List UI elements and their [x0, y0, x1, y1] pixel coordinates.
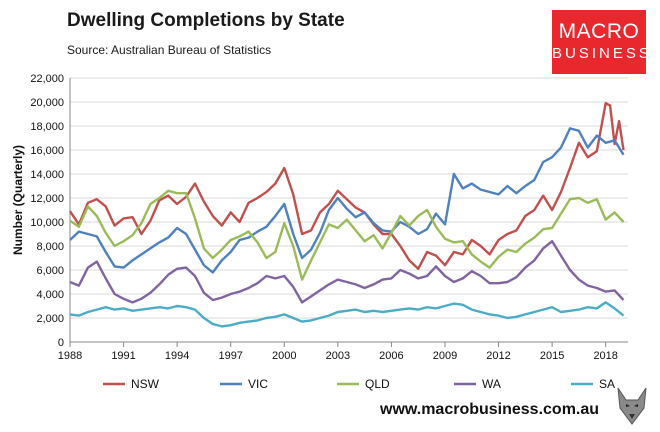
y-tick-label: 12,000: [30, 193, 64, 205]
series-line-qld: [69, 189, 625, 281]
y-tick-label: 2,000: [36, 313, 64, 325]
x-tick-label: 2003: [326, 350, 350, 362]
y-axis: 0 2,000 4,000 6,000 8,000 10,000 12,000 14,000 1…: [30, 73, 71, 349]
y-tick-label: 14,000: [30, 169, 64, 181]
macrobusiness-logo[interactable]: MACRO BUSINESS: [552, 10, 652, 74]
series-line-sa: [69, 301, 625, 328]
x-tick-label: 1991: [111, 350, 135, 362]
y-tick-label: 22,000: [30, 73, 64, 85]
y-tick-label: 0: [58, 337, 64, 349]
x-tick-label: 2015: [540, 350, 564, 362]
x-tick-label: 2000: [272, 350, 296, 362]
legend-label-nsw: NSW: [131, 377, 160, 391]
y-tick-label: 16,000: [30, 145, 64, 157]
legend-label-sa: SA: [599, 377, 615, 391]
logo-line-2: BUSINESS: [552, 45, 652, 62]
wolf-logo-icon: [617, 387, 647, 425]
x-tick-label: 1994: [165, 350, 189, 362]
y-axis-label: Number (Quarterly): [11, 145, 25, 255]
x-tick-label: 2009: [433, 350, 457, 362]
series-line-nsw: [69, 102, 625, 270]
legend-label-vic: VIC: [248, 377, 268, 391]
logo-line-1: MACRO: [558, 20, 640, 43]
chart-title: Dwelling Completions by State: [67, 10, 345, 31]
x-tick-label: 1997: [218, 350, 242, 362]
series-lines: [69, 102, 625, 328]
x-tick-label: 2012: [486, 350, 510, 362]
legend: NSW VIC QLD WA SA: [103, 377, 615, 391]
y-tick-label: 20,000: [30, 97, 64, 109]
website-url[interactable]: www.macrobusiness.com.au: [380, 401, 600, 418]
series-line-vic: [69, 127, 625, 274]
x-tick-label: 2018: [593, 350, 617, 362]
x-tick-label: 2006: [379, 350, 403, 362]
series-line-wa: [69, 240, 625, 304]
legend-label-wa: WA: [482, 377, 501, 391]
y-tick-label: 8,000: [36, 241, 64, 253]
y-tick-label: 6,000: [36, 265, 64, 277]
x-axis: 1988 1991 1994 1997 2000 2003 2006 2009 2012 2015…: [58, 341, 628, 362]
x-tick-label: 1988: [58, 350, 82, 362]
chart-source: Source: Australian Bureau of Statistics: [67, 43, 272, 57]
y-tick-label: 4,000: [36, 289, 64, 301]
legend-label-qld: QLD: [365, 377, 390, 391]
y-tick-label: 18,000: [30, 121, 64, 133]
y-tick-label: 10,000: [30, 217, 64, 229]
